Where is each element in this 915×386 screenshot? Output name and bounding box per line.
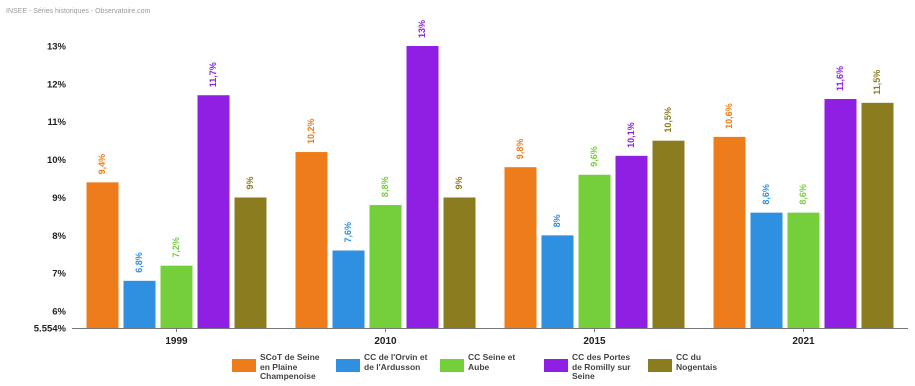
x-tick-label: 1999 bbox=[165, 336, 188, 347]
data-label: 11,6% bbox=[835, 66, 845, 91]
legend-label: CC du Nogentais bbox=[676, 353, 718, 372]
bar bbox=[86, 182, 119, 328]
legend-item[interactable]: CC Seine et Aube bbox=[440, 353, 532, 382]
data-label: 7,6% bbox=[343, 222, 353, 243]
data-label: 8,8% bbox=[380, 177, 390, 198]
bar bbox=[541, 235, 574, 328]
x-tick-label: 2010 bbox=[374, 336, 397, 347]
legend-item[interactable]: CC des Portes de Romilly sur Seine bbox=[544, 353, 636, 382]
y-tick-label: 10% bbox=[47, 155, 67, 166]
legend-label: CC des Portes de Romilly sur Seine bbox=[572, 353, 631, 381]
data-label: 10,6% bbox=[724, 103, 734, 129]
data-label: 10,2% bbox=[306, 119, 316, 145]
y-tick-label: 13% bbox=[47, 42, 67, 53]
legend-item[interactable]: CC de l'Orvin et de l'Ardusson bbox=[336, 353, 428, 382]
legend-swatch bbox=[544, 359, 568, 372]
data-label: 6,8% bbox=[134, 252, 144, 273]
bar bbox=[750, 212, 783, 328]
data-label: 9% bbox=[454, 176, 464, 189]
legend-label: SCoT de Seine en Plaine Champenoise bbox=[260, 353, 320, 381]
data-label: 9,4% bbox=[97, 154, 107, 175]
y-tick-label: 5.554% bbox=[34, 324, 67, 335]
chart-legend: SCoT de Seine en Plaine Champenoise CC de… bbox=[232, 353, 740, 382]
bar bbox=[504, 167, 537, 328]
bar bbox=[578, 174, 611, 328]
chart-subtitle: INSEE - Séries historiques - Observatoir… bbox=[6, 8, 151, 15]
legend-swatch bbox=[648, 359, 672, 372]
data-label: 8% bbox=[552, 214, 562, 227]
bar bbox=[824, 99, 857, 328]
x-tick-label: 2021 bbox=[792, 336, 815, 347]
data-label: 13% bbox=[417, 20, 427, 38]
data-label: 8,6% bbox=[761, 184, 771, 205]
legend-label: CC Seine et Aube bbox=[468, 353, 516, 372]
bar bbox=[615, 155, 648, 328]
legend-label: CC de l'Orvin et de l'Ardusson bbox=[364, 353, 428, 372]
bar bbox=[295, 152, 328, 328]
bar bbox=[369, 205, 402, 328]
data-label: 11,7% bbox=[208, 62, 218, 87]
data-label: 11,5% bbox=[872, 70, 882, 95]
y-tick-label: 8% bbox=[52, 231, 66, 242]
chart-plot: 5.554% 6% 7% 8% 9% 10% 11% 12% 13% 1999 9,4% 6,8% 7,… bbox=[34, 20, 908, 347]
bar bbox=[652, 140, 685, 328]
bar bbox=[234, 197, 267, 328]
bar bbox=[332, 250, 365, 328]
bar bbox=[197, 95, 230, 328]
bar bbox=[406, 46, 439, 328]
bar bbox=[443, 197, 476, 328]
bar bbox=[160, 265, 193, 328]
data-label: 9,8% bbox=[515, 139, 525, 160]
legend-swatch bbox=[232, 359, 256, 372]
legend-item[interactable]: CC du Nogentais bbox=[648, 353, 740, 382]
data-label: 8,6% bbox=[798, 184, 808, 205]
y-tick-label: 12% bbox=[47, 79, 67, 90]
bar bbox=[123, 280, 156, 328]
legend-swatch bbox=[336, 359, 360, 372]
bar bbox=[787, 212, 820, 328]
data-label: 9,6% bbox=[589, 146, 599, 167]
data-label: 10,5% bbox=[663, 107, 673, 133]
bar bbox=[713, 136, 746, 328]
legend-item[interactable]: SCoT de Seine en Plaine Champenoise bbox=[232, 353, 324, 382]
data-label: 7,2% bbox=[171, 237, 181, 258]
legend-swatch bbox=[440, 359, 464, 372]
data-label: 9% bbox=[245, 176, 255, 189]
y-tick-label: 11% bbox=[48, 117, 67, 128]
y-tick-label: 9% bbox=[52, 193, 66, 204]
y-tick-label: 7% bbox=[52, 269, 66, 280]
data-label: 10,1% bbox=[626, 122, 636, 148]
bar bbox=[861, 102, 894, 329]
y-tick-label: 6% bbox=[52, 307, 66, 318]
x-tick-label: 2015 bbox=[583, 336, 606, 347]
